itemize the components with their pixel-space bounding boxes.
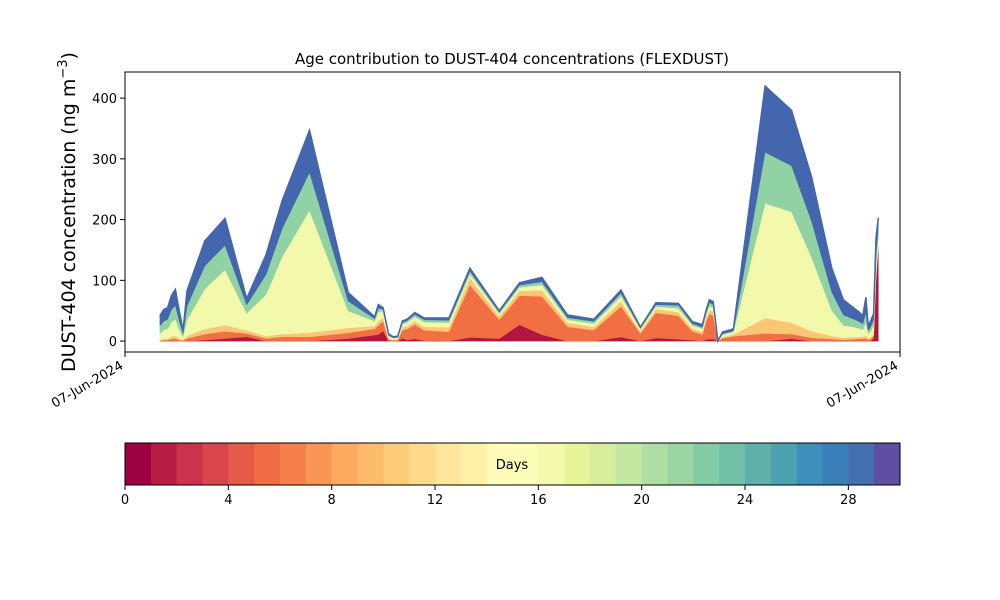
colorbar-cell	[590, 443, 617, 485]
colorbar-cell	[538, 443, 565, 485]
colorbar-cell	[874, 443, 901, 485]
colorbar-cell	[435, 443, 462, 485]
colorbar-cell	[667, 443, 694, 485]
chart-title: Age contribution to DUST-404 concentrati…	[295, 50, 729, 68]
colorbar-cell	[564, 443, 591, 485]
colorbar-cell	[357, 443, 384, 485]
colorbar-cells	[125, 443, 901, 485]
colorbar-cell	[331, 443, 358, 485]
colorbar-cell	[228, 443, 255, 485]
colorbar-cell	[615, 443, 643, 485]
colorbar-tick-label: 28	[840, 493, 857, 508]
colorbar-cell	[254, 443, 281, 485]
y-tick-label: 100	[92, 274, 117, 289]
colorbar-label: Days	[496, 458, 529, 473]
y-tick-label: 0	[109, 335, 117, 350]
colorbar-cell	[770, 443, 798, 485]
colorbar-cell	[305, 443, 333, 485]
plot-area	[124, 71, 901, 353]
y-tick-label: 200	[92, 214, 117, 229]
colorbar-frame	[124, 442, 901, 486]
y-axis-label-close: )	[58, 52, 80, 59]
x-axis: 07-Jun-2024 07-Jun-2024	[49, 352, 901, 411]
colorbar-cell	[125, 443, 152, 485]
x-tick-label-end: 07-Jun-2024	[824, 358, 901, 411]
colorbar-cell	[409, 443, 436, 485]
colorbar-tick-label: 4	[224, 493, 232, 508]
colorbar-cell	[822, 443, 849, 485]
colorbar-cell	[460, 443, 488, 485]
plot-frame	[124, 71, 901, 353]
colorbar-ticks: 0 4 8 12 16 20 24 28	[121, 485, 857, 508]
y-axis-label-exponent: −3	[56, 59, 71, 78]
colorbar-tick-label: 16	[530, 493, 547, 508]
total-outline	[159, 84, 880, 344]
colorbar-tick-label: 24	[737, 493, 754, 508]
y-tick-label: 300	[92, 153, 117, 168]
colorbar-cell	[512, 443, 539, 485]
colorbar-tick-label: 0	[121, 493, 129, 508]
colorbar: Days 0 4 8 12 16 20 24 28	[121, 442, 901, 508]
colorbar-cell	[150, 443, 178, 485]
colorbar-cell	[383, 443, 410, 485]
colorbar-cell	[641, 443, 668, 485]
colorbar-tick-label: 8	[328, 493, 336, 508]
colorbar-cell	[719, 443, 746, 485]
y-axis: 0 100 200 300 400	[92, 92, 125, 350]
y-tick-label: 400	[92, 92, 117, 107]
colorbar-cell	[486, 443, 513, 485]
colorbar-cell	[280, 443, 307, 485]
colorbar-cell	[745, 443, 772, 485]
colorbar-cell	[848, 443, 875, 485]
y-axis-label: DUST-404 concentration (ng m−3)	[56, 52, 80, 372]
area-series-group	[159, 84, 880, 344]
colorbar-cell	[202, 443, 229, 485]
colorbar-cell	[693, 443, 720, 485]
colorbar-tick-label: 12	[427, 493, 444, 508]
colorbar-cell	[176, 443, 203, 485]
colorbar-cell	[796, 443, 823, 485]
colorbar-tick-label: 20	[633, 493, 650, 508]
